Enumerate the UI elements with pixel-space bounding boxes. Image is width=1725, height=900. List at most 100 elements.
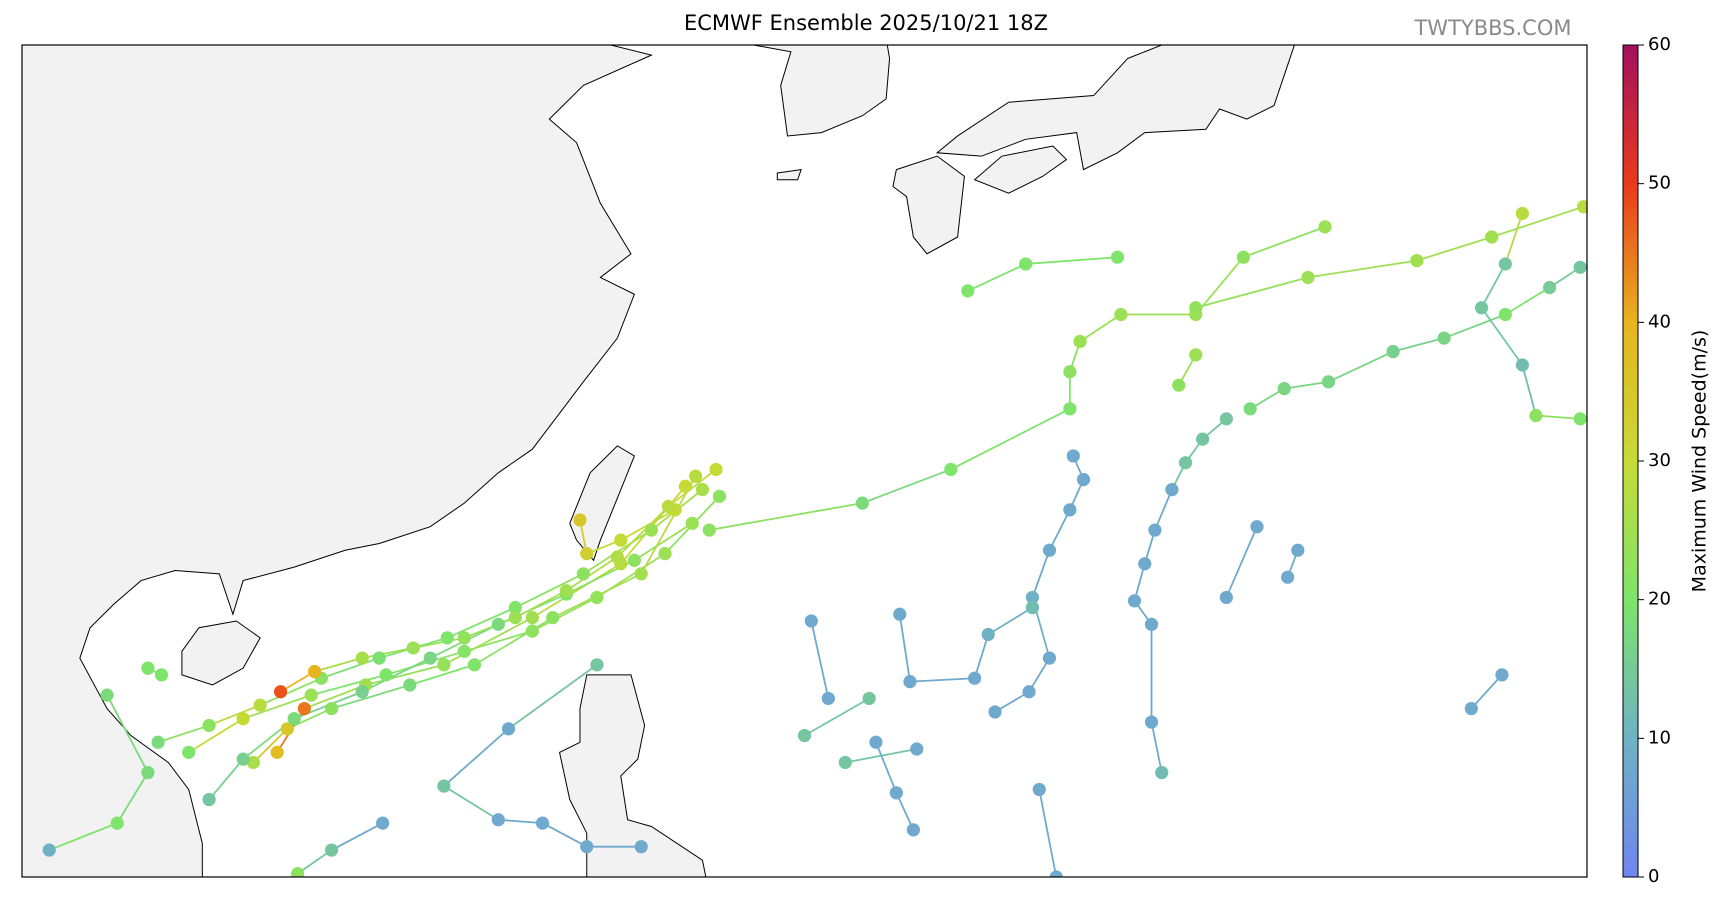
track-segment — [898, 614, 911, 682]
track-point — [610, 550, 624, 564]
track-point — [110, 816, 124, 830]
track-point — [246, 755, 260, 770]
track-point — [1291, 543, 1305, 557]
track-segment — [1470, 674, 1503, 710]
track-point — [307, 664, 322, 679]
track-segment — [331, 822, 384, 851]
track-point — [1515, 358, 1529, 372]
track-point — [437, 658, 451, 672]
track-point — [525, 624, 539, 638]
track-point — [1127, 594, 1142, 608]
track-point — [1219, 412, 1233, 426]
track-point — [304, 688, 318, 702]
track-segment — [1504, 213, 1524, 265]
track-point — [324, 701, 339, 716]
track-point — [1019, 257, 1033, 271]
watermark: TWTYBBS.COM — [1413, 16, 1571, 40]
track-point — [1250, 520, 1264, 534]
track-point — [1025, 590, 1040, 605]
track-point — [695, 483, 710, 497]
track-segment — [409, 663, 475, 686]
track-segment — [361, 657, 431, 693]
track-segment — [1480, 307, 1524, 366]
colorbar — [1622, 44, 1639, 878]
track-segment — [310, 674, 387, 696]
track-segment — [1243, 226, 1326, 259]
track-point — [702, 523, 716, 537]
colorbar-tick-label: 30 — [1648, 450, 1671, 471]
track-point — [838, 755, 852, 770]
track-point — [535, 816, 550, 830]
track-point — [1114, 307, 1128, 322]
track-point — [141, 765, 155, 780]
track-point — [689, 469, 703, 483]
track-point — [961, 284, 975, 298]
track-point — [906, 823, 920, 837]
track-point — [1066, 449, 1080, 463]
track-point — [202, 718, 216, 733]
colorbar-tick-label: 50 — [1648, 173, 1671, 194]
track-segment — [365, 663, 445, 686]
track-point — [910, 742, 924, 756]
track-segment — [1031, 549, 1051, 598]
track-point — [944, 462, 958, 477]
colorbar-tick-label: 0 — [1648, 866, 1659, 887]
track-segment — [875, 741, 898, 794]
track-segment — [304, 684, 366, 710]
track-segment — [297, 849, 333, 875]
track-point — [376, 816, 390, 830]
track-point — [1110, 250, 1125, 264]
track-segment — [443, 616, 533, 666]
track-segment — [950, 407, 1071, 471]
track-point — [440, 631, 454, 645]
track-point — [324, 843, 339, 857]
track-segment — [48, 822, 118, 851]
track-point — [1410, 253, 1424, 268]
track-point — [1277, 381, 1291, 396]
track-point — [253, 698, 267, 712]
track-point — [1485, 230, 1499, 244]
track-segment — [208, 758, 244, 801]
track-point — [270, 745, 284, 759]
track-point — [508, 611, 522, 625]
track-point — [236, 752, 250, 766]
track-point — [1573, 260, 1587, 274]
kyushu — [893, 156, 964, 254]
track-point — [508, 600, 522, 615]
track-point — [1515, 206, 1529, 221]
colorbar-tick-label: 40 — [1648, 311, 1671, 332]
track-point — [1495, 668, 1509, 682]
track-point — [1576, 200, 1587, 214]
track-point — [869, 735, 883, 749]
track-segment — [1038, 789, 1058, 877]
track-point — [712, 489, 727, 503]
track-point — [1189, 348, 1203, 362]
track-segment — [862, 468, 952, 504]
track-point — [1144, 617, 1159, 631]
track-point — [573, 513, 587, 527]
track-point — [1144, 715, 1159, 729]
track-point — [355, 685, 369, 699]
track-segment — [259, 677, 322, 707]
track-point — [893, 607, 907, 621]
track-point — [685, 516, 699, 530]
track-point — [1025, 600, 1040, 615]
track-segment — [413, 636, 465, 649]
track-point — [141, 661, 155, 675]
shikoku — [975, 146, 1067, 193]
track-point — [1236, 250, 1250, 264]
track-point — [457, 644, 471, 658]
track-point — [889, 786, 903, 800]
track-point — [546, 611, 560, 625]
track-point — [1049, 870, 1063, 877]
track-segment — [1491, 205, 1584, 238]
track-segment — [804, 697, 870, 737]
track-segment — [1535, 414, 1581, 420]
track-segment — [385, 650, 465, 676]
track-point — [797, 728, 812, 743]
track-segment — [443, 785, 499, 821]
track-point — [1474, 301, 1489, 315]
track-point — [855, 496, 869, 510]
track-point — [236, 712, 250, 726]
track-segment — [188, 717, 244, 754]
